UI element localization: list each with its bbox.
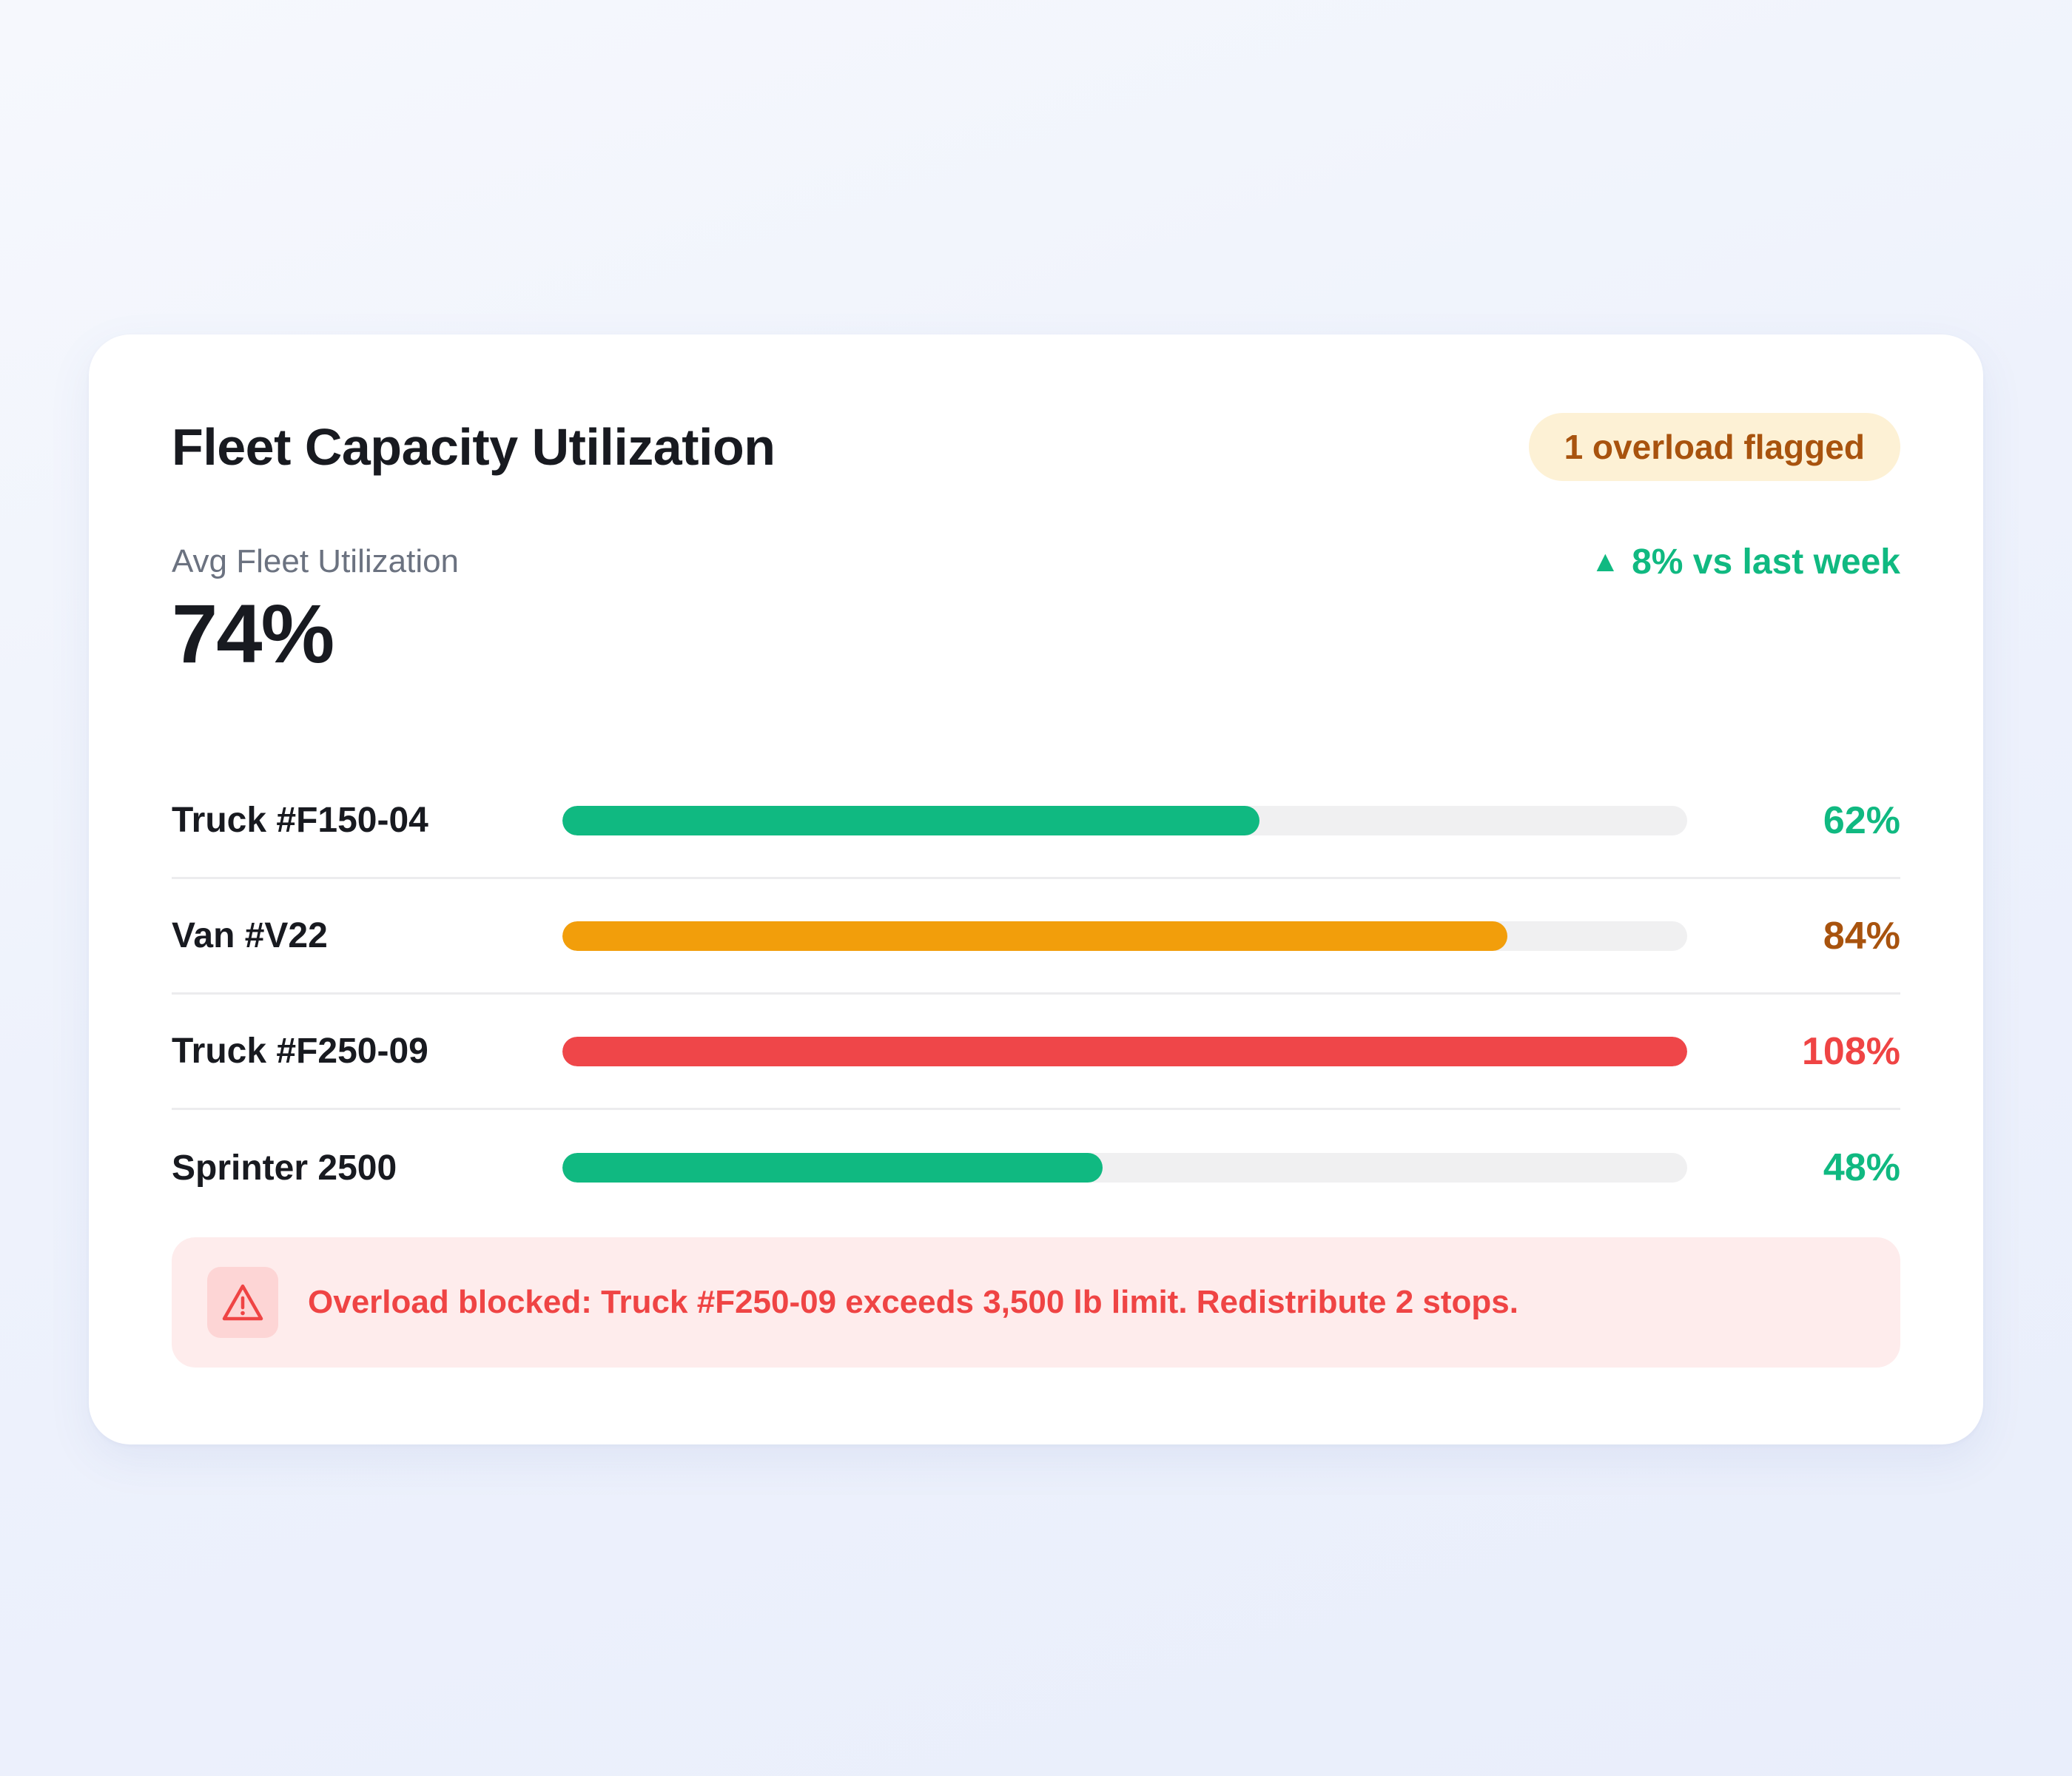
alert-message: Overload blocked: Truck #F250-09 exceeds… xyxy=(308,1284,1518,1320)
utilization-fill xyxy=(562,1153,1103,1183)
vehicle-name: Truck #F250-09 xyxy=(172,1032,428,1071)
trend-up-icon: ▲ xyxy=(1590,545,1621,578)
utilization-fill xyxy=(562,805,1260,835)
utilization-percent: 108% xyxy=(1802,1029,1900,1073)
card-header: Fleet Capacity Utilization 1 overload fl… xyxy=(172,411,1900,482)
vehicle-row[interactable]: Van #V22 84% xyxy=(172,879,1900,995)
utilization-track xyxy=(562,805,1687,835)
vehicle-name: Van #V22 xyxy=(172,916,328,955)
card-title: Fleet Capacity Utilization xyxy=(172,418,776,476)
utilization-fill xyxy=(562,1036,1687,1066)
fleet-capacity-card: Fleet Capacity Utilization 1 overload fl… xyxy=(89,334,1983,1444)
vehicle-list: Truck #F150-04 62% Van #V22 84% Truck #F… xyxy=(172,764,1900,1225)
overload-badge[interactable]: 1 overload flagged xyxy=(1528,413,1900,481)
vehicle-row[interactable]: Sprinter 2500 48% xyxy=(172,1110,1900,1225)
utilization-percent: 84% xyxy=(1823,914,1900,958)
utilization-track xyxy=(562,1036,1687,1066)
utilization-track xyxy=(562,921,1687,951)
utilization-summary: Avg Fleet Utilization 74% ▲ 8% vs last w… xyxy=(172,542,1901,691)
vehicle-row[interactable]: Truck #F150-04 62% xyxy=(172,764,1900,879)
summary-label: Avg Fleet Utilization xyxy=(172,543,460,579)
warning-triangle-icon xyxy=(207,1267,278,1338)
summary-value: 74% xyxy=(172,588,334,680)
trend-indicator: ▲ 8% vs last week xyxy=(1591,542,1901,582)
vehicle-name: Truck #F150-04 xyxy=(172,801,428,840)
vehicle-name: Sprinter 2500 xyxy=(172,1148,397,1188)
overload-alert: Overload blocked: Truck #F250-09 exceeds… xyxy=(172,1237,1900,1368)
vehicle-row[interactable]: Truck #F250-09 108% xyxy=(172,995,1900,1110)
utilization-fill xyxy=(562,921,1507,951)
utilization-percent: 48% xyxy=(1823,1146,1900,1189)
trend-text: 8% vs last week xyxy=(1632,542,1900,582)
utilization-percent: 62% xyxy=(1823,798,1900,842)
utilization-track xyxy=(562,1153,1687,1183)
